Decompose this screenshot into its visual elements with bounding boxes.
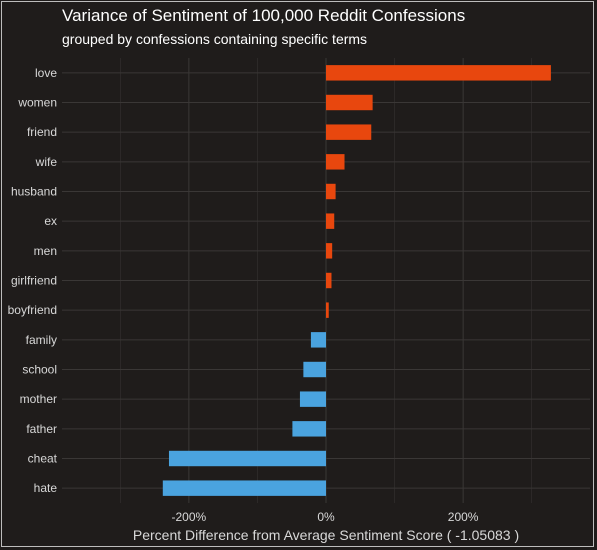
category-label: boyfriend xyxy=(8,303,57,317)
bar-family xyxy=(310,332,326,348)
chart-subtitle: grouped by confessions containing specif… xyxy=(62,31,368,47)
category-label: family xyxy=(26,333,57,347)
bar-women xyxy=(326,94,373,111)
bar-love xyxy=(326,65,551,81)
category-label: ex xyxy=(44,214,57,228)
bar-wife xyxy=(326,154,345,170)
x-tick-label: 0% xyxy=(317,510,335,524)
bar-school xyxy=(303,361,326,378)
category-labels: love women friend wife husband ex men girlfrien… xyxy=(8,66,58,495)
category-label: mother xyxy=(20,392,57,406)
category-label: men xyxy=(34,244,57,258)
bar-boyfriend xyxy=(326,302,329,318)
bar-men xyxy=(326,243,333,259)
category-label: friend xyxy=(27,125,57,139)
category-label: women xyxy=(17,96,57,110)
x-tick-labels: -200% 0% 200% xyxy=(172,510,479,524)
bar-husband xyxy=(326,183,336,200)
bar-friend xyxy=(326,124,372,140)
bars xyxy=(162,65,551,496)
bar-girlfriend xyxy=(326,272,332,289)
category-label: father xyxy=(26,422,57,436)
x-tick-label: 200% xyxy=(448,510,479,524)
bar-ex xyxy=(326,213,335,229)
x-axis-label: Percent Difference from Average Sentimen… xyxy=(133,527,519,543)
category-label: school xyxy=(22,363,57,377)
category-label: hate xyxy=(34,481,58,495)
category-label: wife xyxy=(35,155,58,169)
bar-father xyxy=(292,421,326,437)
bar-cheat xyxy=(168,450,326,467)
category-label: love xyxy=(35,66,57,80)
category-label: cheat xyxy=(28,452,58,466)
x-tick-label: -200% xyxy=(172,510,207,524)
chart-title: Variance of Sentiment of 100,000 Reddit … xyxy=(62,6,466,25)
category-label: husband xyxy=(11,185,57,199)
bar-mother xyxy=(299,391,326,407)
bar-hate xyxy=(162,480,326,496)
category-label: girlfriend xyxy=(11,274,57,288)
